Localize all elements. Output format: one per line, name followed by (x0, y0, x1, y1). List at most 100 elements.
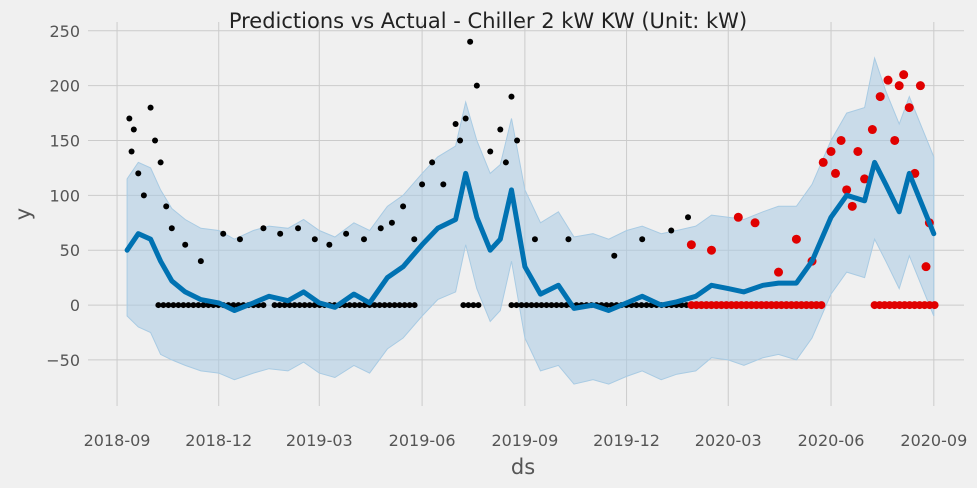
actual-point (514, 137, 521, 144)
actual-point (295, 225, 302, 232)
actual-point-zero (200, 302, 207, 309)
actual-test-point (883, 75, 893, 85)
actual-point-zero (643, 302, 650, 309)
actual-point (429, 159, 436, 166)
actual-test-point (894, 81, 904, 91)
actual-point-zero (391, 302, 398, 309)
actual-point-zero (543, 302, 550, 309)
actual-point-zero (411, 302, 418, 309)
actual-point (473, 82, 480, 89)
actual-point (360, 236, 367, 243)
actual-point-zero (301, 302, 308, 309)
actual-point (388, 219, 395, 226)
actual-point-zero (260, 302, 267, 309)
actual-test-point (875, 92, 885, 102)
actual-point-zero (291, 302, 298, 309)
actual-point-zero (470, 302, 477, 309)
actual-point (639, 236, 646, 243)
y-tick-label: 150 (49, 131, 80, 150)
actual-test-point (791, 234, 801, 244)
actual-point (440, 181, 447, 188)
actual-test-point (890, 135, 900, 145)
actual-point (497, 126, 504, 133)
actual-test-point (860, 174, 870, 184)
actual-test-point (867, 125, 877, 135)
actual-point-zero (460, 302, 467, 309)
actual-point (140, 192, 147, 199)
actual-point (343, 230, 350, 237)
x-tick-label: 2020-09 (900, 431, 967, 450)
actual-point-zero (533, 302, 540, 309)
actual-point (326, 241, 333, 248)
actual-point-zero (558, 302, 565, 309)
y-tick-label: 200 (49, 77, 80, 96)
actual-point-zero (638, 302, 645, 309)
actual-point (487, 148, 494, 155)
actual-test-point (818, 157, 828, 167)
actual-point-zero (351, 302, 358, 309)
forecast-line (124, 159, 937, 313)
actual-test-point (915, 81, 925, 91)
actual-point (126, 115, 133, 122)
actual-point (163, 203, 170, 210)
actual-point-zero (381, 302, 388, 309)
data-points (126, 38, 939, 310)
actual-test-point (921, 262, 931, 272)
actual-point (452, 121, 459, 128)
actual-test-point (826, 146, 836, 156)
actual-point-zero (678, 302, 685, 309)
actual-test-point (899, 70, 909, 80)
x-tick-label: 2020-06 (798, 431, 865, 450)
actual-point-zero (175, 302, 182, 309)
actual-point (565, 236, 572, 243)
actual-point-zero (633, 302, 640, 309)
actual-test-point (750, 218, 760, 228)
actual-point-zero (276, 302, 283, 309)
actual-point (502, 159, 509, 166)
actual-point (130, 126, 137, 133)
actual-point (236, 236, 243, 243)
actual-point-zero (356, 302, 363, 309)
actual-point-zero (396, 302, 403, 309)
actual-point (419, 181, 426, 188)
x-tick-label: 2019-09 (491, 431, 558, 450)
actual-point (152, 137, 159, 144)
actual-point-zero (376, 302, 383, 309)
actual-test-point (836, 135, 846, 145)
actual-point (467, 38, 474, 45)
y-tick-label: 250 (49, 22, 80, 41)
actual-point (462, 115, 469, 122)
y-tick-label: 50 (60, 241, 80, 260)
actual-point-zero (346, 302, 353, 309)
actual-test-point (774, 267, 784, 277)
actual-test-point (853, 146, 863, 156)
actual-test-point (686, 240, 696, 250)
x-tick-label: 2018-09 (84, 431, 151, 450)
x-tick-label: 2019-06 (389, 431, 456, 450)
actual-point-zero (523, 302, 530, 309)
actual-point (197, 258, 204, 265)
actual-point (311, 236, 318, 243)
y-tick-label: −50 (46, 351, 80, 370)
x-tick-label: 2019-03 (286, 431, 353, 450)
actual-point-zero (185, 302, 192, 309)
y-tick-label: 0 (70, 296, 80, 315)
actual-point-zero (528, 302, 535, 309)
actual-point-zero (190, 302, 197, 309)
y-axis-label: y (11, 208, 35, 220)
actual-point (157, 159, 164, 166)
actual-point (260, 225, 267, 232)
actual-point (508, 93, 515, 100)
actual-point-zero (930, 301, 939, 310)
actual-point (611, 252, 618, 259)
actual-point (411, 236, 418, 243)
actual-point (128, 148, 135, 155)
actual-point-zero (386, 302, 393, 309)
actual-point-zero (160, 302, 167, 309)
actual-point-zero (475, 302, 482, 309)
actual-point (377, 225, 384, 232)
x-tick-label: 2018-12 (185, 431, 252, 450)
actual-point (277, 230, 284, 237)
actual-point-zero (296, 302, 303, 309)
